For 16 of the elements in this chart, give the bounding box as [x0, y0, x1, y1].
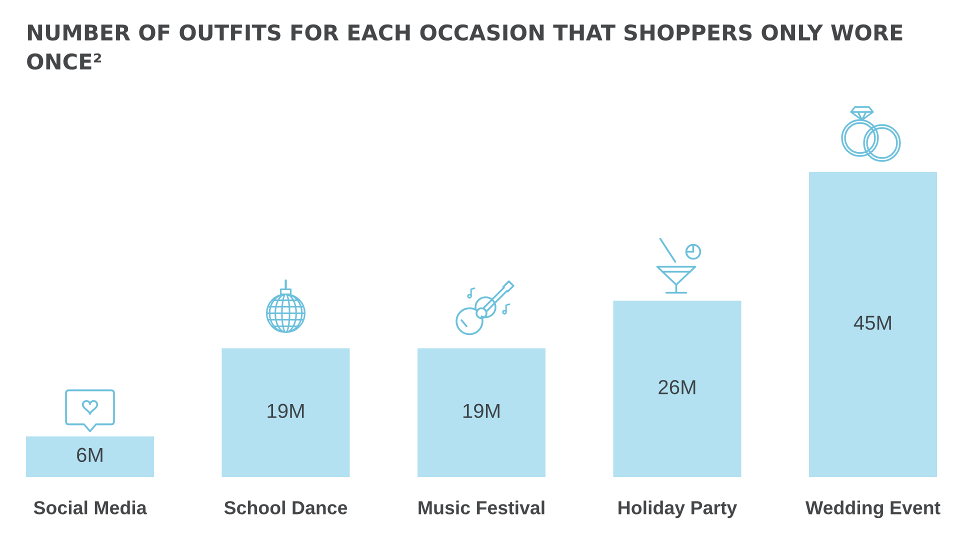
data-label: 19M: [463, 404, 500, 418]
bar: [417, 348, 546, 477]
x-tick-label: Social Media: [34, 500, 147, 514]
data-label: 19M: [268, 404, 304, 418]
data-label: 26M: [658, 380, 696, 394]
x-tick-label: School Dance: [224, 500, 348, 514]
data-label: 6M: [77, 448, 102, 462]
x-tick-label: Holiday Party: [618, 500, 738, 518]
bar: [808, 172, 937, 477]
chart-title: NUMBER OF OUTFITS FOR EACH OCCASION THAT SHOPPERS ONLY WORE ONCE²: [27, 24, 902, 70]
bar: [222, 348, 350, 477]
bar: [613, 300, 742, 477]
bar: [26, 436, 154, 477]
data-label: 45M: [854, 316, 891, 330]
x-tick-label: Wedding Event: [805, 500, 940, 518]
x-tick-label: Music Festival: [418, 500, 544, 514]
